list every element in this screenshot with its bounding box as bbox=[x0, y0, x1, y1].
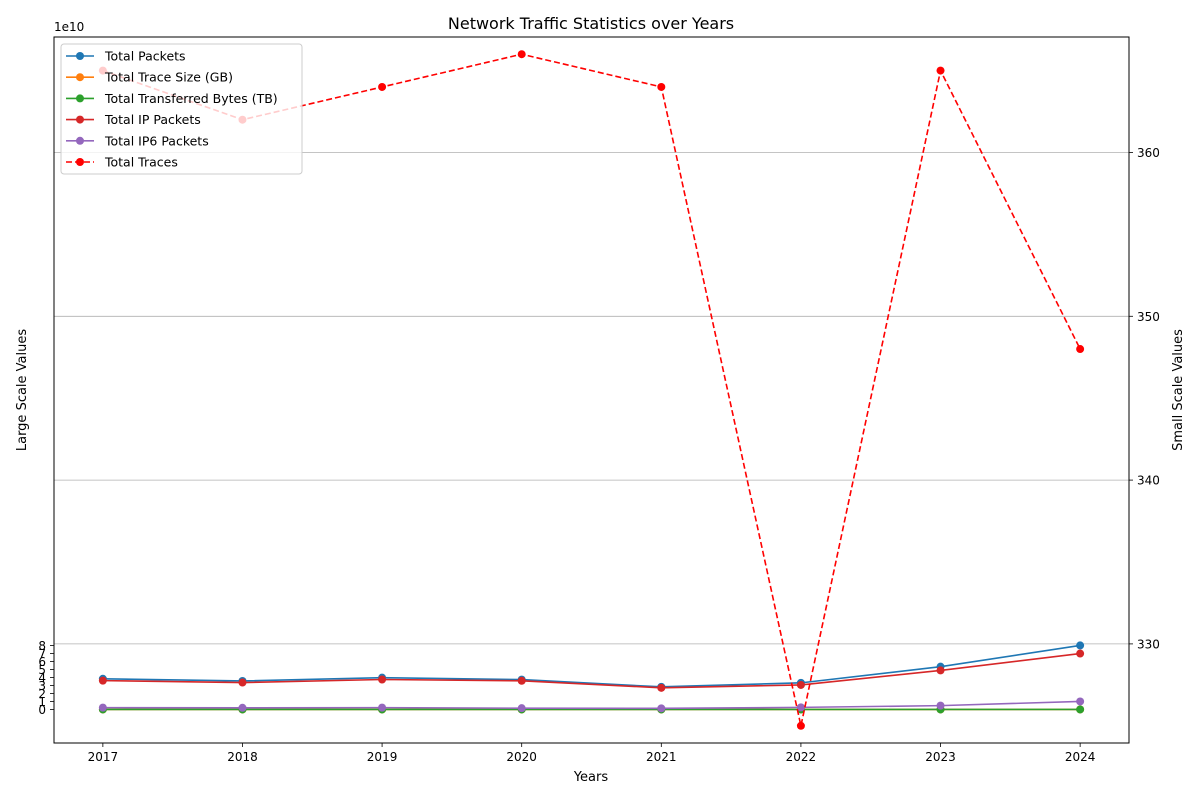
legend-label-1: Total Trace Size (GB) bbox=[104, 70, 233, 85]
series-5-point bbox=[1076, 345, 1085, 354]
x-tick-label: 2017 bbox=[88, 750, 119, 764]
left-tick-label: 2 bbox=[38, 687, 46, 701]
series-line-0 bbox=[102, 644, 1081, 688]
plot-frame bbox=[53, 36, 1130, 744]
right-axis: 330 340 350 360 bbox=[1129, 146, 1160, 651]
legend-marker-5 bbox=[76, 158, 84, 166]
left-tick-label: 6 bbox=[38, 655, 46, 669]
x-tick-label: 2024 bbox=[1065, 750, 1096, 764]
left-tick-label: 8 bbox=[38, 639, 46, 653]
right-axis-label: Small Scale Values bbox=[1171, 329, 1186, 451]
series-line-3 bbox=[102, 652, 1081, 689]
series-2-point bbox=[1076, 705, 1085, 714]
x-tick-label: 2021 bbox=[646, 750, 677, 764]
legend: Total Packets Total Trace Size (GB) Total … bbox=[60, 43, 303, 175]
right-tick-label: 340 bbox=[1137, 474, 1160, 488]
legend-marker-0 bbox=[76, 52, 84, 60]
left-tick-label: 3 bbox=[38, 679, 46, 693]
legend-label-2: Total Transferred Bytes (TB) bbox=[104, 91, 278, 106]
left-tick-label: 7 bbox=[38, 647, 46, 661]
series-layer bbox=[98, 50, 1085, 730]
series-4-point bbox=[378, 703, 387, 712]
x-axis-label: Years bbox=[573, 770, 609, 785]
left-tick-label: 1 bbox=[38, 695, 46, 709]
x-tick-label: 2022 bbox=[786, 750, 817, 764]
x-tick-label: 2023 bbox=[925, 750, 956, 764]
series-3-point bbox=[98, 676, 107, 685]
left-tick-label: 4 bbox=[38, 671, 46, 685]
series-4-point bbox=[517, 704, 526, 713]
legend-label-0: Total Packets bbox=[104, 49, 186, 64]
series-3-point bbox=[517, 676, 526, 685]
legend-label-3: Total IP Packets bbox=[104, 112, 201, 127]
series-3-point bbox=[657, 683, 666, 692]
series-0-point bbox=[1076, 641, 1085, 650]
series-3-point bbox=[378, 675, 387, 684]
series-3-point bbox=[936, 666, 945, 675]
series-4-point bbox=[936, 701, 945, 710]
series-5-point bbox=[378, 82, 387, 91]
series-line-4 bbox=[102, 700, 1081, 710]
left-axis-offset-text: 1e10 bbox=[54, 20, 84, 34]
series-3-point bbox=[796, 680, 805, 689]
x-axis: 2017 2018 2019 2020 2021 2022 2023 2024 bbox=[88, 743, 1096, 764]
left-tick-label: 0 bbox=[38, 703, 46, 717]
right-tick-label: 330 bbox=[1137, 637, 1160, 651]
series-5-point bbox=[796, 721, 805, 730]
x-tick-label: 2019 bbox=[367, 750, 398, 764]
series-4-point bbox=[238, 703, 247, 712]
series-5-point bbox=[657, 82, 666, 91]
left-axis-label: Large Scale Values bbox=[15, 329, 30, 452]
grid-layer bbox=[54, 152, 1129, 645]
x-tick-label: 2018 bbox=[227, 750, 258, 764]
chart-title: Network Traffic Statistics over Years bbox=[448, 14, 734, 33]
series-4-point bbox=[98, 703, 107, 712]
series-5-point bbox=[517, 50, 526, 59]
series-4-point bbox=[796, 703, 805, 712]
series-4-point bbox=[1076, 697, 1085, 706]
legend-marker-2 bbox=[76, 94, 84, 103]
series-5-point bbox=[936, 66, 945, 75]
series-4-point bbox=[657, 704, 666, 713]
series-3-point bbox=[1076, 649, 1085, 658]
legend-marker-1 bbox=[76, 73, 84, 82]
x-tick-label: 2020 bbox=[506, 750, 537, 764]
legend-label-4: Total IP6 Packets bbox=[104, 133, 209, 148]
right-tick-label: 350 bbox=[1137, 310, 1160, 324]
legend-marker-3 bbox=[76, 115, 84, 124]
series-3-point bbox=[238, 678, 247, 687]
legend-label-5: Total Traces bbox=[104, 155, 178, 170]
left-tick-label: 5 bbox=[38, 663, 46, 677]
legend-marker-4 bbox=[76, 136, 84, 145]
right-tick-label: 360 bbox=[1137, 146, 1160, 160]
legend-box bbox=[60, 43, 303, 175]
